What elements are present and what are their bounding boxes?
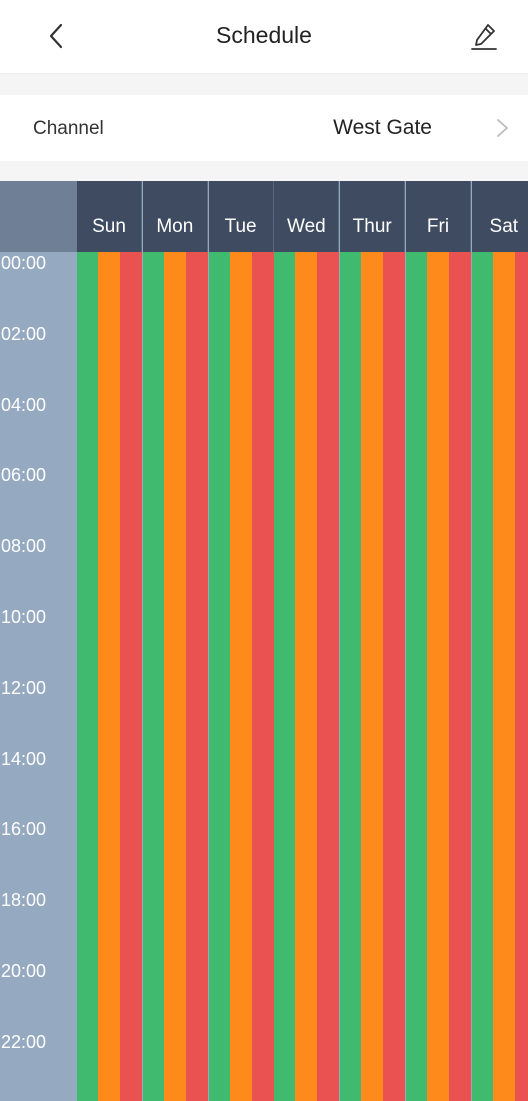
channel-selector[interactable]: Channel West Gate	[0, 95, 528, 161]
schedule-bar-orange[interactable]	[229, 252, 252, 1101]
schedule-bar-green[interactable]	[471, 252, 494, 1101]
time-label: 04:00	[1, 394, 47, 415]
time-label: 18:00	[1, 890, 47, 911]
schedule-bar-orange[interactable]	[295, 252, 318, 1101]
time-label: 10:00	[1, 607, 47, 627]
schedule-bar-red[interactable]	[514, 252, 528, 1101]
nav-bar: Schedule	[0, 0, 528, 74]
time-label: 14:00	[1, 748, 47, 769]
day-column-mon[interactable]: Mon	[142, 181, 208, 1101]
time-axis: 00:00 02:00 04:00 06:00 08:00 10:00 12:00 14:00…	[0, 252, 77, 1101]
schedule-bar-red[interactable]	[185, 252, 208, 1101]
time-label: 22:00	[1, 1031, 47, 1052]
schedule-bar-green[interactable]	[340, 252, 363, 1101]
day-header[interactable]: Sun	[77, 181, 142, 252]
day-column-wed[interactable]: Wed	[274, 181, 340, 1101]
chevron-right-icon	[497, 119, 508, 137]
day-header[interactable]: Tue	[208, 181, 274, 252]
time-label: 16:00	[1, 819, 47, 840]
day-header[interactable]: Fri	[406, 181, 471, 252]
channel-value: West Gate	[333, 116, 432, 139]
schedule-bar-green[interactable]	[142, 252, 165, 1101]
schedule-bar-red[interactable]	[449, 252, 471, 1101]
day-column-thur[interactable]: Thur	[340, 181, 406, 1101]
day-column-sun[interactable]: Sun	[77, 181, 142, 1101]
schedule-bar-red[interactable]	[120, 252, 142, 1101]
schedule-bar-orange[interactable]	[98, 252, 120, 1101]
page-title: Schedule	[216, 22, 312, 48]
day-header[interactable]: Mon	[142, 181, 208, 252]
schedule-bar-green[interactable]	[274, 252, 297, 1101]
edit-button[interactable]	[462, 14, 506, 58]
chevron-left-icon	[49, 23, 63, 49]
day-column-fri[interactable]: Fri	[406, 181, 471, 1101]
schedule-bar-green[interactable]	[77, 252, 99, 1101]
schedule-bar-green[interactable]	[406, 252, 428, 1101]
schedule-bar-orange[interactable]	[427, 252, 449, 1101]
day-header[interactable]: Sat	[471, 181, 528, 252]
grid-corner	[0, 181, 77, 252]
schedule-bar-red[interactable]	[383, 252, 406, 1101]
time-label: 02:00	[1, 323, 47, 344]
channel-label: Channel	[33, 118, 104, 139]
schedule-bar-orange[interactable]	[361, 252, 384, 1101]
time-label: 06:00	[1, 465, 47, 486]
time-label: 08:00	[1, 536, 47, 557]
schedule-grid: 00:00 02:00 04:00 06:00 08:00 10:00 12:00 14:00…	[0, 181, 528, 1101]
time-label: 12:00	[1, 677, 47, 698]
back-button[interactable]	[34, 14, 78, 58]
schedule-bar-green[interactable]	[208, 252, 231, 1101]
time-label: 00:00	[1, 253, 47, 273]
pencil-icon	[471, 24, 497, 50]
day-column-sat[interactable]: Sat	[471, 181, 528, 1101]
day-header[interactable]: Thur	[340, 181, 406, 252]
schedule-bar-red[interactable]	[317, 252, 340, 1101]
schedule-bar-orange[interactable]	[163, 252, 186, 1101]
day-header[interactable]: Wed	[274, 181, 340, 252]
schedule-bar-red[interactable]	[251, 252, 274, 1101]
day-columns: Sun Mon Tue Wed Thur Fri Sat	[77, 181, 528, 1101]
schedule-bar-orange[interactable]	[492, 252, 515, 1101]
time-label: 20:00	[1, 961, 47, 981]
day-column-tue[interactable]: Tue	[208, 181, 274, 1101]
